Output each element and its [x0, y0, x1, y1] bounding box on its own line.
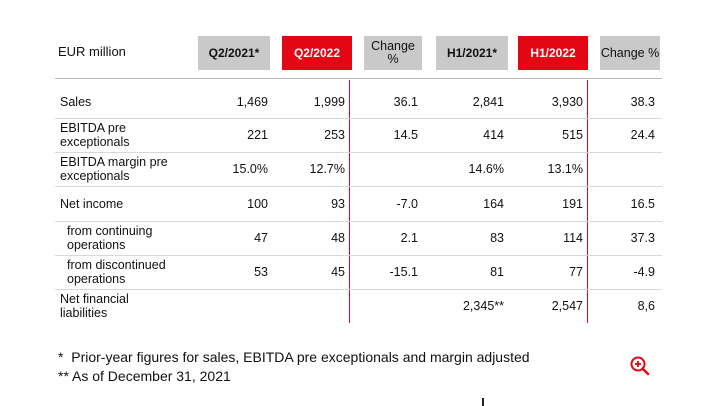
cell-value: 1,999	[313, 95, 345, 109]
row-label: EBITDA margin pre exceptionals	[60, 155, 168, 183]
cell-value: 100	[247, 196, 268, 211]
row-rule	[55, 186, 662, 187]
cell-value: 2,841	[472, 95, 504, 109]
row-label: Net income	[60, 196, 124, 211]
cell-value: 45	[331, 265, 345, 279]
cell-value: 14.5	[393, 128, 418, 142]
cell-value: 3,930	[551, 95, 583, 109]
row-label: from continuing operations	[67, 224, 153, 252]
column-header: H1/2022	[518, 36, 588, 70]
cell-value: -4.9	[633, 265, 655, 279]
cell-value: 221	[247, 128, 268, 142]
cell-value: 164	[483, 196, 504, 211]
row-rule	[55, 221, 662, 222]
row-label: Net financial liabilities	[60, 292, 129, 320]
cell-value: 114	[563, 231, 583, 245]
cell-value: -7.0	[396, 196, 418, 211]
row-rule	[55, 255, 662, 256]
cell-value: 8,6	[637, 299, 655, 313]
cell-value: 93	[331, 196, 345, 211]
cell-value: 81	[490, 265, 504, 279]
column-header: Q2/2021*	[198, 36, 270, 70]
cell-value: 83	[490, 231, 504, 245]
zoom-icon[interactable]	[628, 354, 652, 378]
cell-value: 53	[254, 265, 268, 279]
row-rule	[55, 289, 662, 290]
footnote: * Prior-year figures for sales, EBITDA p…	[58, 349, 530, 365]
cell-value: 191	[562, 196, 583, 211]
header-rule	[55, 78, 662, 79]
cell-value: 14.6%	[468, 162, 504, 176]
cell-value: -15.1	[389, 265, 419, 279]
cell-value: 77	[569, 265, 583, 279]
cell-value: 1,469	[236, 95, 268, 109]
cell-value: 2,547	[551, 299, 583, 313]
cell-value: 2.1	[400, 231, 418, 245]
column-header: Q2/2022	[282, 36, 352, 70]
cell-value: 16.5	[630, 196, 655, 211]
cursor-mark	[482, 398, 484, 406]
row-rule	[55, 152, 662, 153]
column-header: H1/2021*	[436, 36, 508, 70]
cell-value: 15.0%	[232, 162, 268, 176]
row-label: Sales	[60, 95, 92, 109]
cell-value: 12.7%	[309, 162, 345, 176]
column-divider	[587, 80, 588, 323]
cell-value: 38.3	[630, 95, 655, 109]
cell-value: 414	[483, 128, 504, 142]
footnote: ** As of December 31, 2021	[58, 368, 231, 384]
cell-value: 48	[331, 231, 345, 245]
row-label: from discontinued operations	[67, 258, 166, 286]
cell-value: 24.4	[630, 128, 655, 142]
row-rule	[55, 118, 662, 119]
column-header: Change %	[364, 36, 422, 70]
cell-value: 253	[324, 128, 345, 142]
cell-value: 37.3	[630, 231, 655, 245]
cell-value: 13.1%	[547, 162, 583, 176]
cell-value: 2,345**	[462, 299, 504, 313]
cell-value: 515	[562, 128, 583, 142]
unit-label: EUR million	[58, 44, 126, 59]
cell-value: 36.1	[393, 95, 418, 109]
column-divider	[349, 80, 350, 323]
column-header: Change %	[600, 36, 660, 70]
cell-value: 47	[254, 231, 268, 245]
row-label: EBITDA pre exceptionals	[60, 121, 130, 149]
